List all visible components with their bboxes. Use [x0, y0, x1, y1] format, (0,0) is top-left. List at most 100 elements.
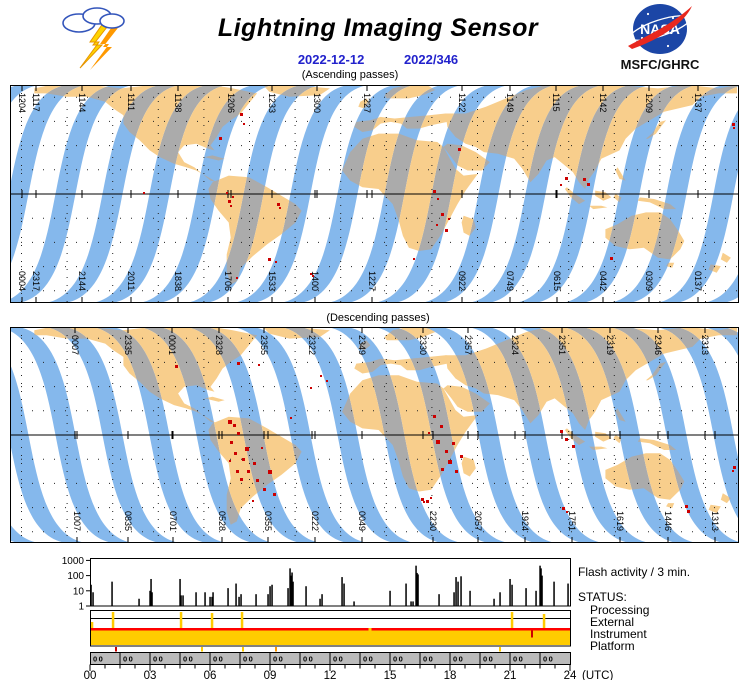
spike-bar: [535, 590, 537, 606]
flash-dot: [448, 218, 450, 220]
descending-caption: (Descending passes): [326, 312, 430, 324]
version-label: 00: [213, 655, 224, 664]
platform-mark: [201, 647, 203, 652]
flash-dot: [243, 123, 245, 125]
pass-time-label: 2011: [126, 271, 136, 290]
pass-time-label: 0222: [310, 511, 320, 531]
flash-dot: [560, 430, 563, 433]
pass-time-label: 0049: [357, 511, 367, 531]
pass-time-label: 0615: [552, 271, 562, 291]
flash-activity-status-chart: 1 10 100 1000 00 00 00 00 00 00 00 00 00 00 00 00 00 00 00…: [0, 556, 756, 680]
flash-dot: [237, 362, 240, 365]
spike-bar: [343, 583, 345, 606]
pass-time-label: 0309: [644, 271, 654, 291]
pass-time-label: 1400: [310, 271, 320, 291]
external-anomaly: [368, 628, 372, 631]
flash-dot: [685, 505, 688, 508]
spike-bar: [319, 598, 321, 606]
spike-bar: [151, 592, 153, 606]
flash-activity-spikes: [90, 565, 569, 606]
flash-dot: [733, 127, 735, 129]
pass-time-label: 1838: [173, 271, 183, 291]
spike-bar: [457, 581, 459, 606]
pass-ticks: [21, 85, 699, 303]
flash-dot: [732, 123, 735, 126]
pass-time-label: 1227: [362, 93, 372, 113]
flash-dot: [312, 275, 314, 277]
status-row-labels: Processing External Instrument Platform: [590, 604, 649, 652]
pass-time-label: 2317: [31, 271, 41, 291]
pass-time-label: 2057: [473, 511, 483, 531]
spike-bar: [182, 595, 184, 606]
flash-dot: [436, 440, 440, 444]
spike-bar: [290, 575, 292, 606]
pass-time-label: 0922: [457, 271, 467, 291]
pass-time-label: 1706: [223, 271, 233, 291]
date-line: 2022-12-12 2022/346: [0, 52, 756, 67]
spike-bar: [209, 596, 211, 606]
spike-bar: [405, 583, 407, 606]
spike-bar: [417, 574, 419, 606]
flash-dot: [263, 488, 266, 491]
spike-bar: [289, 568, 291, 606]
ascending-passes-map: 1204 1117 1144 1111 1138 1206 1233 1300 1227 1122…: [10, 85, 739, 303]
platform-mark: [115, 647, 117, 652]
spike-bar: [469, 590, 471, 606]
version-label: 00: [303, 655, 314, 664]
log-tick-label: 10: [73, 586, 85, 597]
spike-bar: [305, 586, 307, 606]
pass-time-label: 0355: [263, 511, 273, 531]
flash-dot: [430, 497, 432, 499]
date-iso: 2022-12-12: [297, 52, 365, 67]
spike-bar: [509, 578, 511, 606]
pass-time-label: 0442: [598, 271, 608, 291]
spike-bar: [511, 584, 513, 606]
flash-dot: [436, 224, 438, 226]
pass-time-label: 1227: [367, 271, 377, 291]
flash-activity-legend: Flash activity / 3 min.: [578, 565, 691, 579]
flash-dot: [423, 501, 425, 503]
pass-time-label: 1206: [226, 93, 236, 113]
flash-dot: [230, 441, 233, 444]
pass-time-label: 2324: [510, 335, 520, 355]
flash-dot: [175, 365, 178, 368]
spike-bar: [271, 584, 273, 606]
version-segments: 00 00 00 00 00 00 00 00 00 00 00 00 00 00 00 00: [93, 652, 553, 665]
processing-events: [90, 612, 546, 628]
external-status-line: [90, 628, 570, 631]
flash-dot: [247, 470, 250, 473]
flash-dot: [440, 425, 443, 428]
pass-time-label: 2335: [123, 335, 133, 355]
flash-dot: [310, 387, 312, 389]
time-tick-label: 09: [264, 670, 277, 680]
flash-dot: [452, 442, 455, 445]
flash-dot: [240, 478, 243, 481]
spike-bar: [460, 576, 462, 606]
spike-bar: [353, 601, 355, 606]
spike-bar: [553, 581, 555, 606]
pass-time-label: 1619: [615, 511, 625, 531]
pass-time-label: 2328: [214, 335, 224, 355]
flash-dot: [275, 261, 277, 263]
flash-dot: [261, 447, 263, 449]
descending-passes-map: 0007 2335 0001 2328 2355 2322 2349 2330 2357 2324…: [10, 327, 739, 543]
spike-bar: [291, 572, 293, 606]
spike-bar: [292, 581, 294, 606]
pass-time-label: 1111: [126, 93, 136, 111]
pass-time-label: 1233: [267, 93, 277, 113]
pass-time-label: 1007: [72, 511, 82, 531]
flash-dot: [687, 510, 690, 513]
time-axis-unit: (UTC): [582, 670, 613, 680]
spike-bar: [235, 583, 237, 606]
flash-dot: [565, 177, 568, 180]
spike-bar: [149, 590, 151, 606]
flash-dot: [733, 466, 736, 469]
time-axis-ticks: [89, 664, 571, 671]
spike-bar: [180, 595, 182, 606]
flash-dot: [290, 417, 292, 419]
pass-time-label: 2357: [463, 335, 473, 355]
flash-dot: [233, 424, 236, 427]
graticule: [10, 327, 739, 543]
pass-time-label: 1138: [173, 93, 183, 112]
flash-dot: [610, 257, 613, 260]
